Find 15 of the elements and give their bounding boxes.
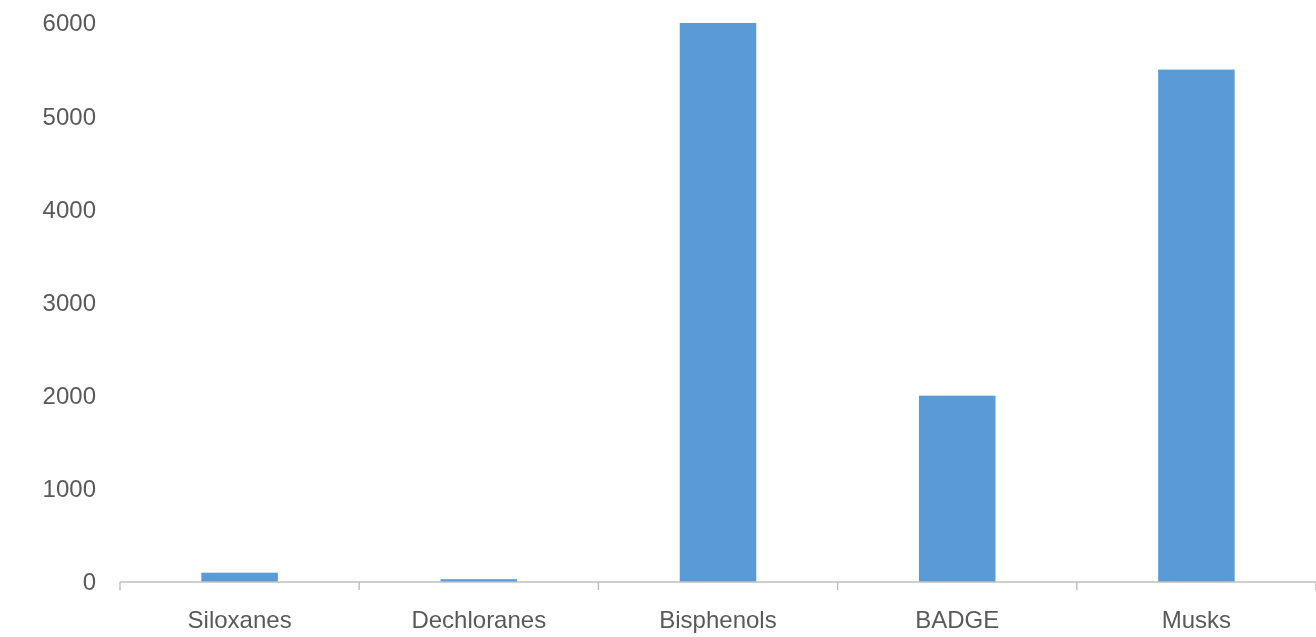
y-tick-label: 3000 xyxy=(42,288,96,316)
y-tick-label: 6000 xyxy=(42,9,96,37)
x-tick-label: Musks xyxy=(1161,606,1232,633)
y-tick-label: 1000 xyxy=(42,475,96,503)
x-tick-label: Dechloranes xyxy=(411,606,547,633)
y-tick-label: 2000 xyxy=(42,382,96,410)
bar xyxy=(1158,69,1235,582)
x-tick-label: Siloxanes xyxy=(187,606,292,633)
y-tick-label: 0 xyxy=(82,568,96,596)
y-tick-label: 4000 xyxy=(42,195,96,223)
y-tick-label: 5000 xyxy=(42,102,96,130)
x-tick-label: BADGE xyxy=(915,606,1000,633)
bar xyxy=(918,395,996,582)
bar xyxy=(679,23,757,582)
x-tick-label: Bisphenols xyxy=(659,606,777,633)
